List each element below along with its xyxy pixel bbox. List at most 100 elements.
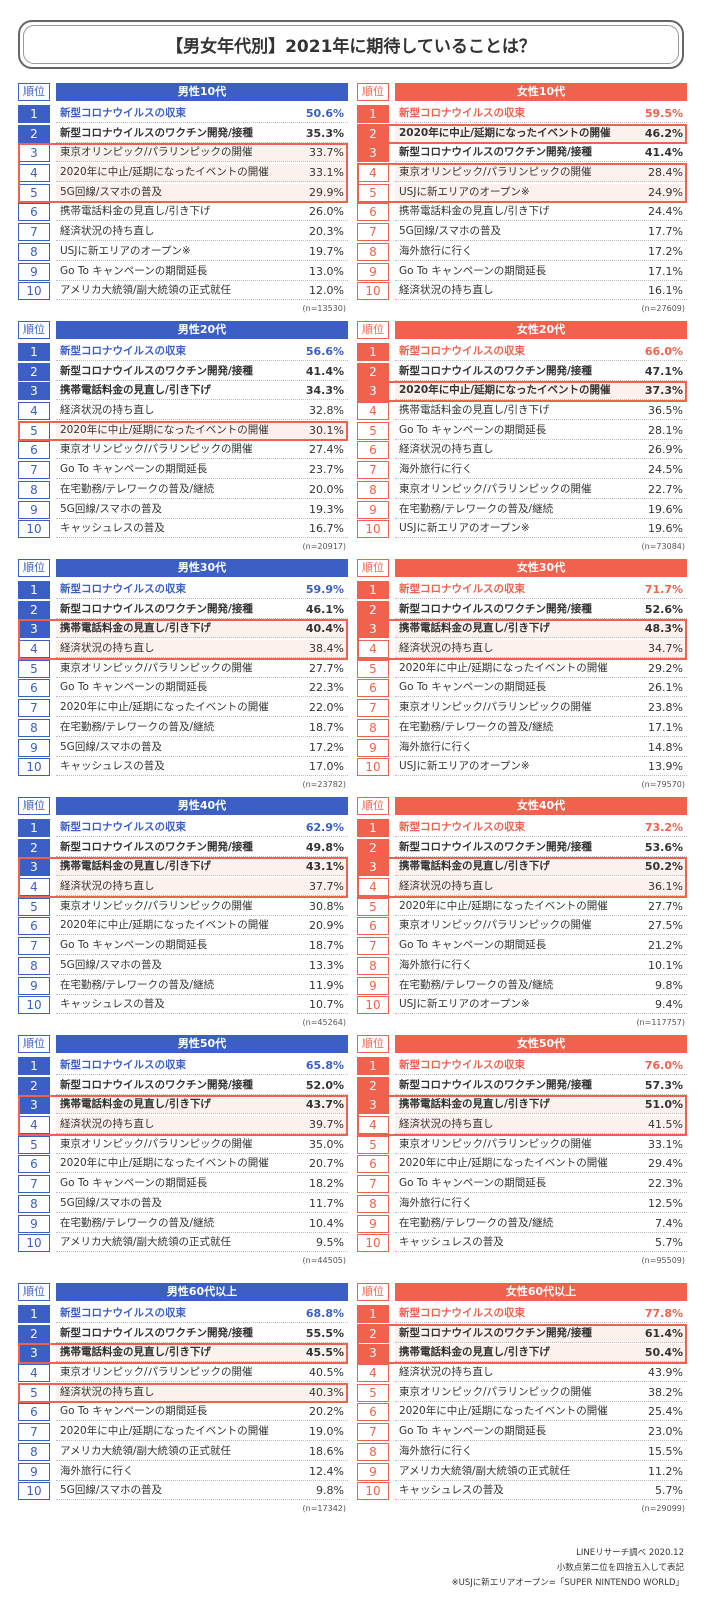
item-percentage: 38.2% bbox=[648, 1385, 683, 1399]
rank-number: 7 bbox=[357, 1175, 389, 1194]
ranking-row: 6 Go To キャンペーンの期間延長 22.3% bbox=[18, 678, 348, 698]
item-label: 在宅勤務/テレワークの普及/継続 bbox=[399, 502, 554, 515]
ranking-list: 1 新型コロナウイルスの収束 56.6% 2 新型コロナウイルスのワクチン開発/接種 41… bbox=[18, 342, 348, 539]
rank-number: 6 bbox=[18, 679, 50, 698]
item-percentage: 9.8% bbox=[655, 978, 683, 992]
ranking-row: 5 経済状況の持ち直し 40.3% bbox=[18, 1383, 348, 1403]
item-percentage: 52.6% bbox=[644, 602, 683, 616]
ranking-block: 順位 男性30代 1 新型コロナウイルスの収束 59.9% 2 新型コロナウイルスのワクチン… bbox=[18, 559, 348, 789]
ranking-row: 6 経済状況の持ち直し 26.9% bbox=[357, 440, 687, 460]
ranking-block: 順位 女性50代 1 新型コロナウイルスの収束 76.0% 2 新型コロナウイルスのワクチン… bbox=[357, 1035, 687, 1265]
rank-number: 5 bbox=[18, 1135, 50, 1154]
ranking-row: 3 携帯電話料金の見直し/引き下げ 43.1% bbox=[18, 857, 348, 877]
item-percentage: 14.8% bbox=[648, 740, 683, 754]
ranking-row: 6 東京オリンピック/パラリンピックの開催 27.4% bbox=[18, 440, 348, 460]
ranking-row: 2 2020年に中止/延期になったイベントの開催 46.2% bbox=[357, 124, 687, 144]
item-percentage: 33.1% bbox=[648, 1137, 683, 1151]
item-label: 東京オリンピック/パラリンピックの開催 bbox=[60, 443, 253, 456]
ranking-row: 8 海外旅行に行く 12.5% bbox=[357, 1194, 687, 1214]
rank-number: 1 bbox=[18, 1057, 50, 1075]
item-label: 東京オリンピック/パラリンピックの開催 bbox=[399, 1137, 592, 1150]
item-label: 携帯電話料金の見直し/引き下げ bbox=[399, 205, 550, 218]
item-percentage: 17.1% bbox=[648, 720, 683, 734]
item-percentage: 41.4% bbox=[305, 364, 344, 378]
rank-number: 6 bbox=[357, 679, 389, 698]
item-label: 新型コロナウイルスの収束 bbox=[60, 1059, 186, 1071]
ranking-item: 5G回線/スマホの普及 11.7% bbox=[56, 1195, 348, 1213]
group-header: 男性60代以上 bbox=[56, 1283, 348, 1301]
ranking-block: 順位 女性40代 1 新型コロナウイルスの収束 73.2% 2 新型コロナウイルスのワクチン… bbox=[357, 797, 687, 1027]
ranking-item: 東京オリンピック/パラリンピックの開催 27.5% bbox=[395, 917, 687, 936]
ranking-list: 1 新型コロナウイルスの収束 71.7% 2 新型コロナウイルスのワクチン開発/接種 52… bbox=[357, 580, 687, 777]
item-percentage: 27.7% bbox=[648, 899, 683, 913]
ranking-item: 携帯電話料金の見直し/引き下げ 43.7% bbox=[56, 1096, 348, 1115]
item-label: 新型コロナウイルスのワクチン開発/接種 bbox=[399, 1326, 592, 1339]
rank-number: 5 bbox=[357, 421, 389, 440]
ranking-row: 8 東京オリンピック/パラリンピックの開催 22.7% bbox=[357, 480, 687, 500]
sample-size: (n=45264) bbox=[302, 1018, 346, 1027]
ranking-item: 携帯電話料金の見直し/引き下げ 51.0% bbox=[395, 1096, 687, 1115]
ranking-item: 新型コロナウイルスのワクチン開発/接種 61.4% bbox=[395, 1324, 687, 1343]
ranking-item: 新型コロナウイルスの収束 59.9% bbox=[56, 581, 348, 599]
item-label: アメリカ大統領/副大統領の正式就任 bbox=[60, 284, 232, 297]
ranking-block: 順位 女性60代以上 1 新型コロナウイルスの収束 77.8% 2 新型コロナウイルスのワク… bbox=[357, 1283, 687, 1513]
rank-number: 3 bbox=[357, 144, 389, 163]
item-label: 5G回線/スマホの普及 bbox=[60, 740, 163, 753]
ranking-item: 在宅勤務/テレワークの普及/継続 11.9% bbox=[56, 977, 348, 995]
rank-number: 1 bbox=[18, 819, 50, 837]
item-label: Go To キャンペーンの期間延長 bbox=[399, 681, 547, 694]
item-percentage: 16.7% bbox=[309, 522, 344, 536]
item-label: 経済状況の持ち直し bbox=[60, 1385, 155, 1398]
ranking-item: 新型コロナウイルスの収束 50.6% bbox=[56, 105, 348, 123]
rank-number: 7 bbox=[18, 1423, 50, 1442]
item-percentage: 47.1% bbox=[644, 364, 683, 378]
ranking-row: 2 新型コロナウイルスのワクチン開発/接種 41.4% bbox=[18, 362, 348, 382]
ranking-block: 順位 女性10代 1 新型コロナウイルスの収束 59.5% 2 2020年に中止/延期になっ… bbox=[357, 83, 687, 313]
rank-number: 2 bbox=[18, 124, 50, 143]
ranking-list: 1 新型コロナウイルスの収束 50.6% 2 新型コロナウイルスのワクチン開発/接種 35… bbox=[18, 104, 348, 301]
item-label: 東京オリンピック/パラリンピックの開催 bbox=[60, 899, 253, 912]
rank-number: 8 bbox=[357, 1442, 389, 1461]
ranking-item: 携帯電話料金の見直し/引き下げ 26.0% bbox=[56, 203, 348, 222]
rank-number: 10 bbox=[18, 996, 50, 1015]
rank-column-header: 順位 bbox=[18, 559, 50, 577]
item-label: 在宅勤務/テレワークの普及/継続 bbox=[60, 1216, 215, 1229]
rank-number: 10 bbox=[357, 758, 389, 777]
ranking-row: 1 新型コロナウイルスの収束 76.0% bbox=[357, 1056, 687, 1076]
item-label: 東京オリンピック/パラリンピックの開催 bbox=[60, 1137, 253, 1150]
ranking-item: 東京オリンピック/パラリンピックの開催 33.1% bbox=[395, 1136, 687, 1154]
ranking-row: 7 Go To キャンペーンの期間延長 23.0% bbox=[357, 1422, 687, 1442]
block-header: 順位 男性30代 bbox=[18, 559, 348, 577]
rank-number: 4 bbox=[357, 164, 389, 183]
ranking-row: 8 5G回線/スマホの普及 11.7% bbox=[18, 1194, 348, 1214]
ranking-row: 8 在宅勤務/テレワークの普及/継続 18.7% bbox=[18, 718, 348, 738]
block-header: 順位 女性60代以上 bbox=[357, 1283, 687, 1301]
ranking-row: 6 2020年に中止/延期になったイベントの開催 20.7% bbox=[18, 1154, 348, 1174]
ranking-row: 3 携帯電話料金の見直し/引き下げ 51.0% bbox=[357, 1095, 687, 1115]
item-percentage: 66.0% bbox=[644, 345, 683, 358]
ranking-item: 在宅勤務/テレワークの普及/継続 10.4% bbox=[56, 1215, 348, 1233]
item-percentage: 73.2% bbox=[644, 821, 683, 834]
ranking-item: 海外旅行に行く 12.5% bbox=[395, 1195, 687, 1213]
ranking-item: 東京オリンピック/パラリンピックの開催 27.7% bbox=[56, 660, 348, 678]
ranking-item: 新型コロナウイルスのワクチン開発/接種 47.1% bbox=[395, 363, 687, 381]
rank-column-header: 順位 bbox=[357, 559, 389, 577]
ranking-item: 在宅勤務/テレワークの普及/継続 18.7% bbox=[56, 719, 348, 737]
ranking-item: 海外旅行に行く 12.4% bbox=[56, 1463, 348, 1481]
item-label: 新型コロナウイルスの収束 bbox=[399, 345, 525, 357]
item-percentage: 50.2% bbox=[644, 860, 683, 874]
item-label: 5G回線/スマホの普及 bbox=[60, 1484, 163, 1497]
item-label: 在宅勤務/テレワークの普及/継続 bbox=[399, 1216, 554, 1229]
rank-number: 4 bbox=[18, 1116, 50, 1135]
ranking-row: 7 Go To キャンペーンの期間延長 18.2% bbox=[18, 1174, 348, 1194]
item-label: Go To キャンペーンの期間延長 bbox=[399, 264, 547, 277]
sample-size: (n=117757) bbox=[636, 1018, 685, 1027]
group-header: 女性40代 bbox=[395, 797, 687, 815]
item-label: Go To キャンペーンの期間延長 bbox=[60, 1177, 208, 1190]
ranking-row: 6 携帯電話料金の見直し/引き下げ 26.0% bbox=[18, 202, 348, 222]
ranking-item: アメリカ大統領/副大統領の正式就任 12.0% bbox=[56, 282, 348, 301]
ranking-item: 2020年に中止/延期になったイベントの開催 25.4% bbox=[395, 1403, 687, 1422]
ranking-list: 1 新型コロナウイルスの収束 68.8% 2 新型コロナウイルスのワクチン開発/接種 55… bbox=[18, 1304, 348, 1501]
item-percentage: 9.5% bbox=[316, 1236, 344, 1250]
ranking-row: 2 新型コロナウイルスのワクチン開発/接種 49.8% bbox=[18, 838, 348, 858]
